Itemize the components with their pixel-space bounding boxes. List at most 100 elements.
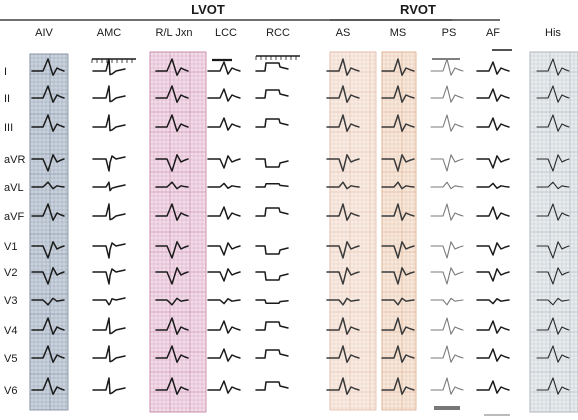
ecg-trace-af-v3	[476, 297, 510, 305]
column-label-rcc: RCC	[266, 27, 290, 39]
ecg-trace-amc-avf	[92, 203, 126, 221]
ecg-trace-aiv-i	[31, 58, 65, 76]
ecg-trace-amc-ii	[92, 85, 126, 103]
ecg-trace-aiv-avl	[31, 181, 65, 190]
ecg-trace-his-v1	[536, 241, 570, 259]
ecg-trace-af-ii	[476, 88, 510, 102]
grid-lines-ms	[381, 51, 416, 410]
ecg-trace-his-v6	[536, 377, 570, 395]
ecg-trace-amc-v1	[92, 242, 126, 259]
ecg-trace-his-ii	[536, 85, 570, 103]
ecg-trace-ms-v2	[381, 267, 415, 285]
ecg-trace-r-l-jxn-avf	[155, 203, 189, 221]
group-label-rvot: RVOT	[400, 2, 436, 17]
ecg-trace-ms-ii	[381, 85, 415, 103]
ecg-trace-aiv-v4	[31, 317, 65, 335]
ecg-trace-af-v4	[476, 320, 510, 334]
ecg-trace-as-avl	[326, 181, 360, 190]
ecg-trace-his-v5	[536, 345, 570, 363]
ecg-trace-r-l-jxn-i	[155, 58, 189, 76]
ecg-trace-rcc-avr	[255, 158, 289, 168]
ecg-trace-aiv-v2	[31, 267, 65, 285]
ecg-trace-his-iii	[536, 114, 570, 132]
column-label-r-l-jxn: R/L Jxn	[156, 27, 193, 39]
column-label-his: His	[545, 27, 561, 39]
ecg-trace-ms-iii	[381, 114, 415, 132]
ecg-trace-lcc-i	[207, 61, 241, 75]
grid-border-as	[329, 51, 377, 411]
ecg-trace-af-avf	[476, 206, 510, 220]
ecg-trace-af-iii	[476, 117, 510, 131]
ecg-trace-r-l-jxn-v2	[155, 267, 189, 285]
ecg-trace-ps-iii	[430, 114, 464, 132]
ecg-trace-r-l-jxn-v3	[155, 297, 189, 306]
ecg-trace-ps-ii	[430, 85, 464, 103]
lead-label-v3: V3	[4, 295, 17, 307]
ecg-trace-ms-v1	[381, 241, 415, 259]
ecg-trace-ps-v2	[430, 267, 464, 285]
ecg-trace-ps-avl	[430, 181, 464, 190]
grid-border-ms	[381, 51, 417, 411]
ecg-trace-rcc-avl	[255, 183, 289, 188]
ecg-trace-ps-v5	[430, 345, 464, 363]
ecg-trace-his-v3	[536, 297, 570, 306]
ecg-trace-af-v2	[476, 268, 510, 282]
ecg-trace-af-i	[476, 61, 510, 75]
ecg-trace-amc-avl	[92, 181, 126, 192]
ecg-trace-amc-iii	[92, 114, 126, 132]
ecg-trace-aiv-v5	[31, 345, 65, 363]
ecg-trace-aiv-avf	[31, 203, 65, 221]
ecg-trace-amc-v2	[92, 268, 126, 285]
ecg-trace-rcc-i	[255, 62, 289, 72]
ecg-trace-ps-avf	[430, 203, 464, 221]
ecg-trace-ms-avr	[381, 154, 415, 172]
ecg-trace-af-v5	[476, 348, 510, 362]
lead-label-ii: II	[4, 93, 10, 105]
lead-label-iii: III	[4, 122, 13, 134]
ecg-trace-his-v2	[536, 267, 570, 285]
ecg-trace-as-v2	[326, 267, 360, 285]
ecg-trace-r-l-jxn-ii	[155, 85, 189, 103]
ecg-trace-lcc-v1	[207, 242, 241, 256]
ecg-trace-ps-v4	[430, 317, 464, 335]
ecg-trace-lcc-v4	[207, 320, 241, 334]
ecg-trace-rcc-v1	[255, 245, 289, 255]
ecg-trace-lcc-v6	[207, 380, 241, 394]
ecg-trace-ms-avl	[381, 181, 415, 190]
ecg-trace-lcc-v3	[207, 297, 241, 305]
lead-label-v2: V2	[4, 267, 17, 279]
lead-label-v5: V5	[4, 353, 17, 365]
grid-border-his	[529, 51, 578, 413]
ecg-trace-ms-v6	[381, 377, 415, 395]
ecg-trace-aiv-ii	[31, 85, 65, 103]
ecg-trace-as-v6	[326, 377, 360, 395]
ecg-trace-r-l-jxn-v1	[155, 241, 189, 259]
ecg-trace-as-v4	[326, 317, 360, 335]
ecg-trace-lcc-avr	[207, 155, 241, 169]
ecg-trace-aiv-v3	[31, 297, 65, 306]
grid-border-r-l-jxn	[149, 51, 207, 413]
ecg-trace-r-l-jxn-avr	[155, 154, 189, 172]
ecg-trace-af-v1	[476, 242, 510, 256]
ecg-trace-ms-i	[381, 58, 415, 76]
grid-paper-aiv	[30, 54, 68, 410]
ecg-trace-amc-v3	[92, 297, 126, 306]
ecg-trace-his-avl	[536, 181, 570, 190]
ecg-trace-as-i	[326, 58, 360, 76]
lead-label-avr: aVR	[4, 154, 25, 166]
footer-bar-af	[484, 414, 510, 416]
ecg-trace-lcc-v5	[207, 348, 241, 362]
ecg-trace-amc-avr	[92, 155, 126, 172]
lead-label-i: I	[4, 66, 7, 78]
ecg-trace-his-v4	[536, 317, 570, 335]
ecg-trace-af-avl	[476, 182, 510, 190]
ecg-trace-his-avf	[536, 203, 570, 221]
ecg-trace-lcc-avf	[207, 206, 241, 220]
ecg-trace-ms-v4	[381, 317, 415, 335]
column-label-amc: AMC	[97, 27, 122, 39]
ecg-trace-ps-v3	[430, 297, 464, 306]
ecg-trace-r-l-jxn-avl	[155, 181, 189, 190]
ecg-trace-af-v6	[476, 380, 510, 394]
